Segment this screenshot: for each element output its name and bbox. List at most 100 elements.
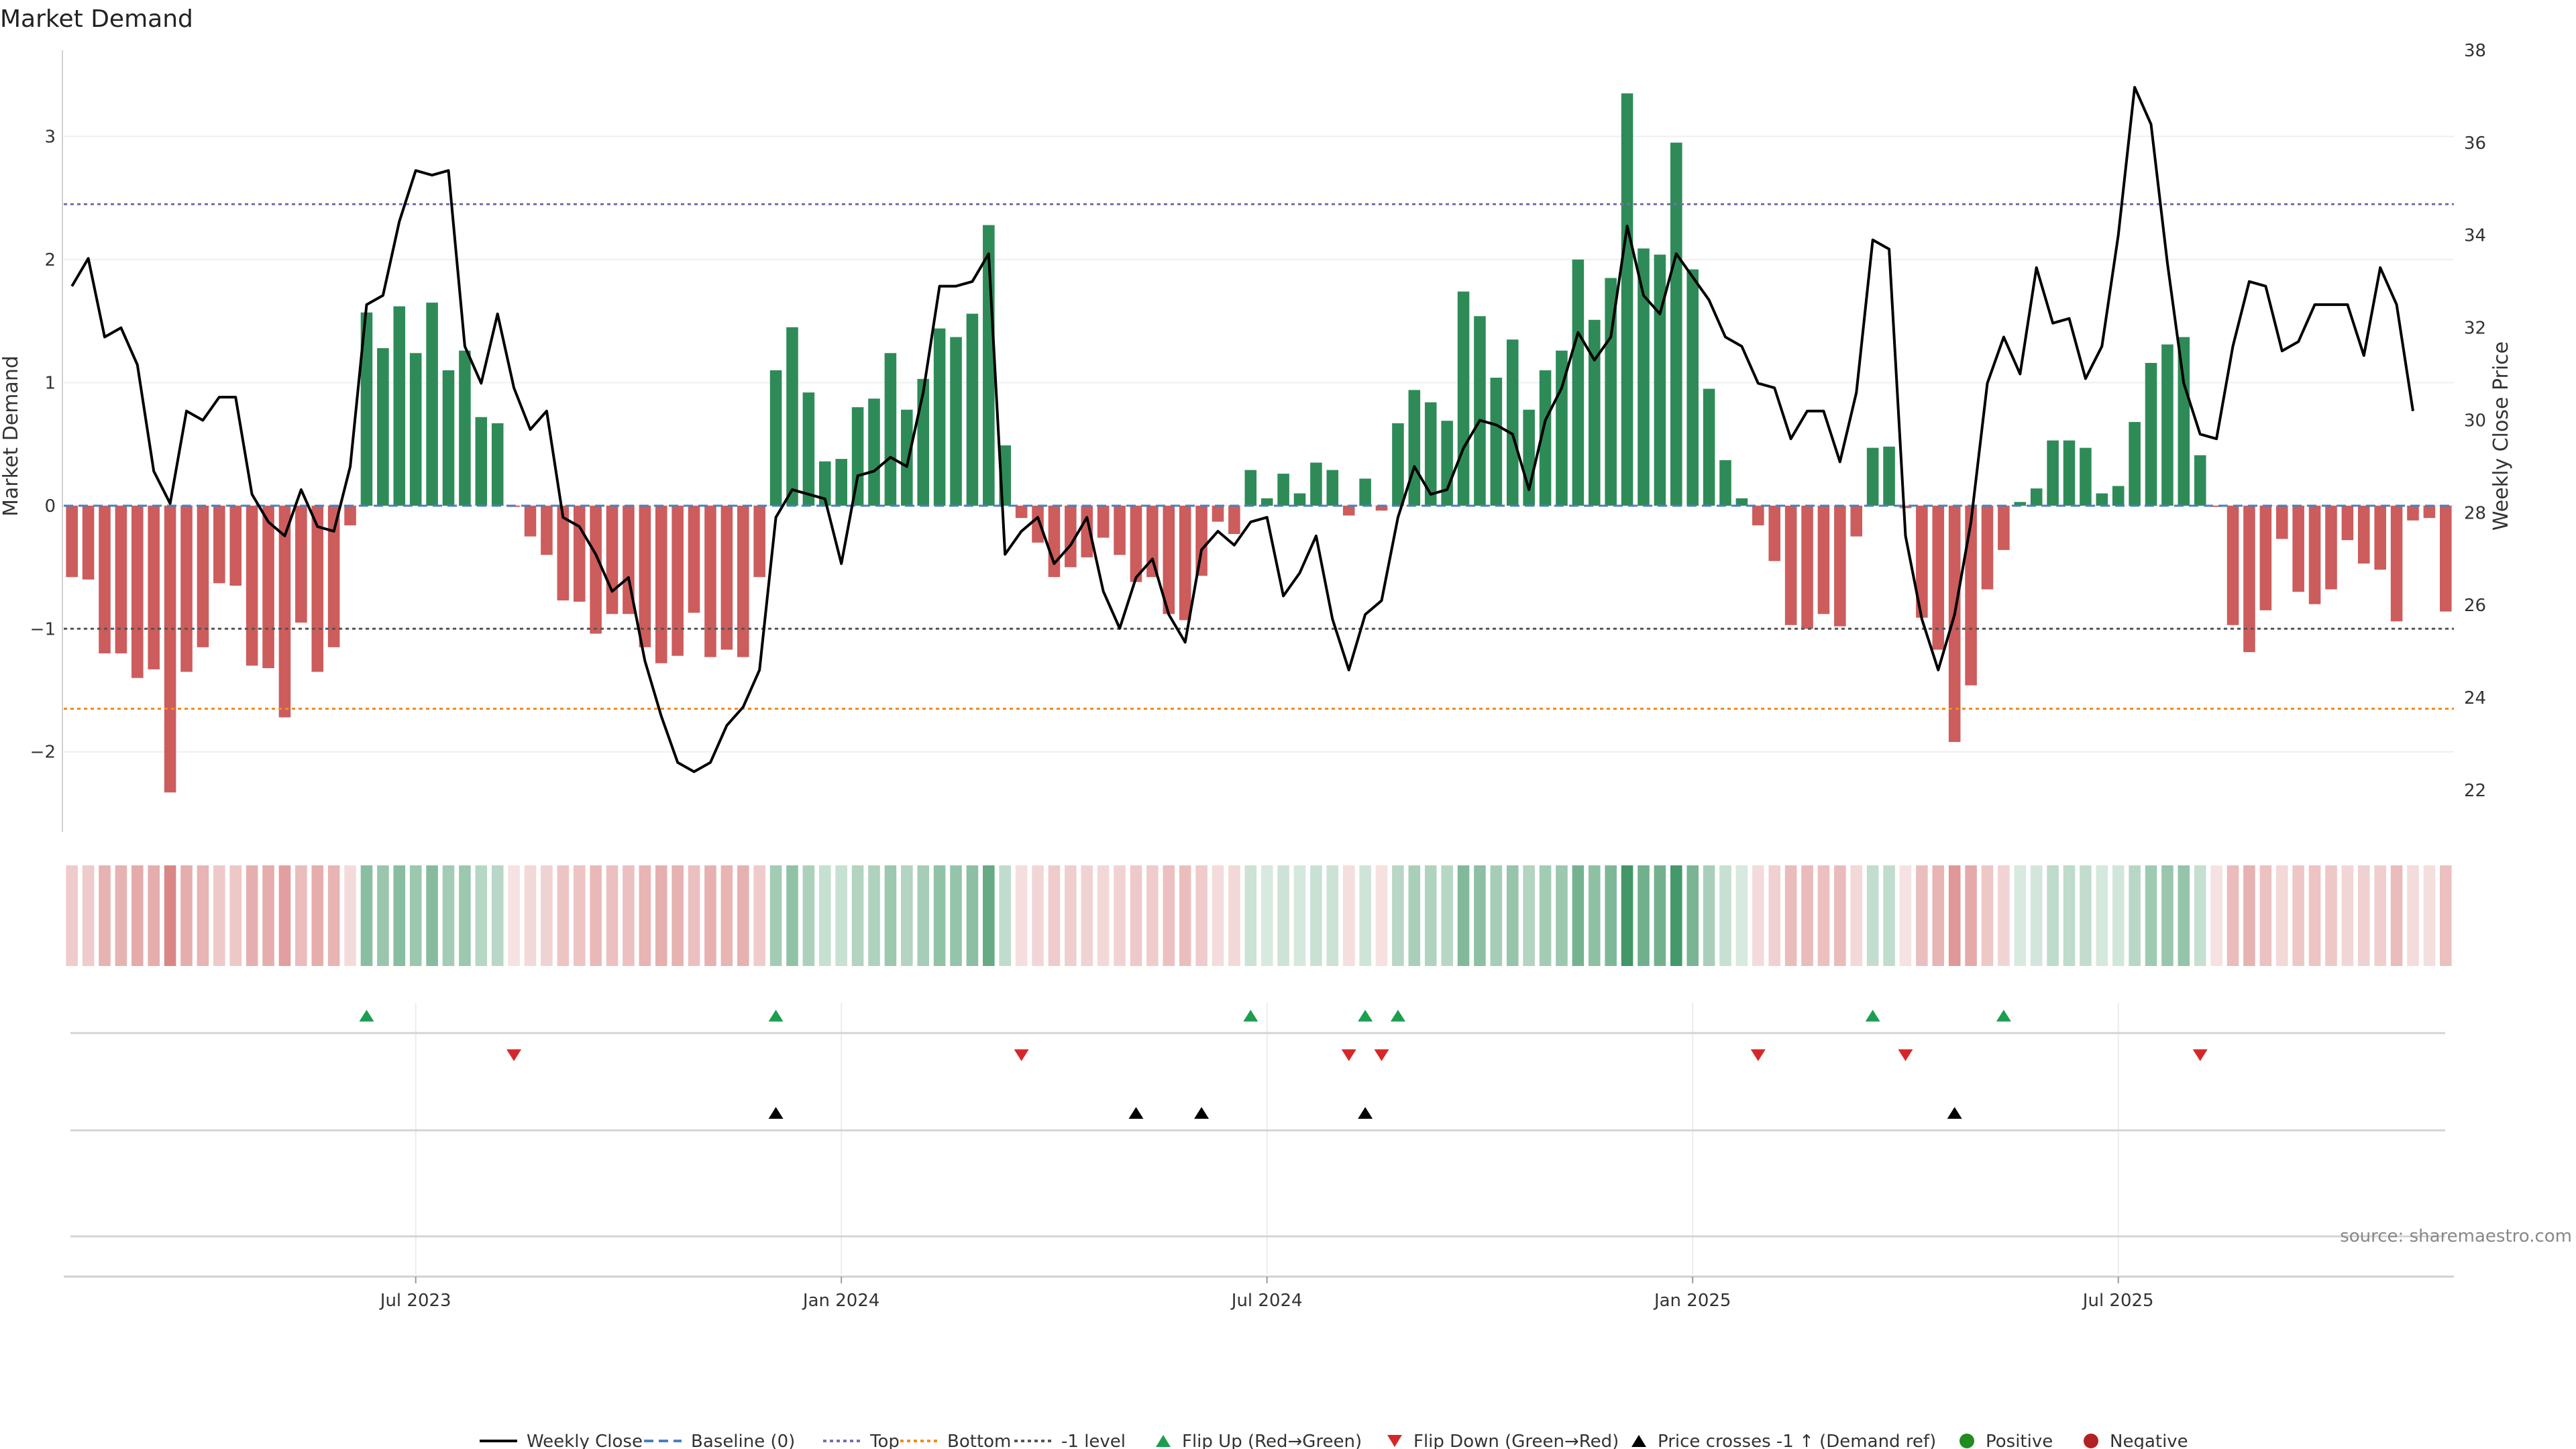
demand-bar (1359, 478, 1371, 506)
x-tick-label: Jul 2024 (1230, 1291, 1303, 1311)
demand-bar (148, 505, 160, 669)
demand-bar (1326, 470, 1339, 506)
heat-cell (786, 865, 798, 966)
heat-cell (1719, 865, 1731, 966)
demand-bar (180, 505, 193, 672)
heat-cell (1932, 865, 1945, 966)
demand-bar (1654, 254, 1666, 506)
heat-cell (1212, 865, 1224, 966)
heat-cell (131, 865, 144, 966)
demand-bar (1539, 370, 1552, 506)
heat-cell (819, 865, 831, 966)
demand-bar (1408, 390, 1421, 506)
flip-up-marker (1390, 1010, 1405, 1022)
heat-cell (1375, 865, 1388, 966)
heat-cell (2047, 865, 2059, 966)
legend-item-negative: Negative (2084, 1432, 2188, 1449)
heat-cell (933, 865, 946, 966)
heat-cell (1686, 865, 1699, 966)
heat-cell (1899, 865, 1912, 966)
heat-cell (475, 865, 488, 966)
grid-lines (64, 136, 2454, 753)
heat-cell (1146, 865, 1159, 966)
demand-bar (1146, 505, 1159, 578)
heat-cell (524, 865, 537, 966)
demand-bar (2440, 505, 2452, 612)
legend-swatch (1960, 1434, 1974, 1448)
heat-cell (393, 865, 406, 966)
heat-cell (1621, 865, 1633, 966)
legend-swatch (2084, 1434, 2098, 1448)
demand-bar (1457, 291, 1470, 506)
demand-bar (2080, 447, 2092, 506)
y2-tick-label: 28 (2464, 503, 2486, 523)
weekly-close-series (70, 86, 2414, 773)
demand-bar (655, 505, 667, 663)
demand-bar (164, 505, 176, 793)
demand-bar (2178, 337, 2190, 506)
demand-bar (327, 505, 340, 647)
price-cross-marker (1194, 1107, 1210, 1119)
legend-label: Positive (1986, 1432, 2053, 1449)
flip-down-marker (1374, 1049, 1389, 1061)
heat-cell (1441, 865, 1453, 966)
legend-swatch (1156, 1435, 1171, 1447)
heat-cell (1752, 865, 1764, 966)
demand-bar (1719, 460, 1731, 506)
heat-cell (1866, 865, 1879, 966)
demand-bar (1965, 505, 1977, 686)
heat-cell (2243, 865, 2255, 966)
heat-cell (442, 865, 455, 966)
heat-cell (1015, 865, 1028, 966)
demand-bar (1179, 505, 1191, 621)
demand-bar (2423, 505, 2436, 519)
y2-tick-label: 36 (2464, 133, 2486, 154)
legend-swatch (1631, 1435, 1646, 1447)
heat-cell (868, 865, 880, 966)
demand-bar (933, 328, 946, 506)
demand-bar (1834, 505, 1846, 627)
y2-tick-label: 38 (2464, 41, 2486, 61)
demand-bar (1703, 388, 1715, 506)
heat-cell (1523, 865, 1535, 966)
price-cross-marker (1947, 1107, 1962, 1119)
demand-bar (851, 407, 864, 506)
demand-bar (606, 505, 619, 614)
legend-label: Flip Down (Green→Red) (1413, 1432, 1619, 1449)
demand-bar (2308, 505, 2321, 604)
demand-bar (1638, 248, 1650, 506)
heat-cell (1474, 865, 1486, 966)
demand-bar (295, 505, 307, 623)
heat-cell (491, 865, 504, 966)
demand-bar (901, 409, 913, 506)
demand-bar (1784, 505, 1797, 625)
heat-cell (983, 865, 995, 966)
legend-label: Negative (2110, 1432, 2188, 1449)
demand-bar (426, 303, 438, 506)
heat-cell (1817, 865, 1830, 966)
demand-bar (1883, 446, 1895, 506)
demand-bar (1621, 93, 1633, 506)
demand-bar (2161, 344, 2174, 506)
demand-bar (1981, 505, 1994, 590)
demand-bar (2325, 505, 2337, 590)
heat-cell (148, 865, 160, 966)
heat-cell (688, 865, 700, 966)
heat-cell (1277, 865, 1289, 966)
demand-bar (311, 505, 324, 672)
heat-cell (213, 865, 225, 966)
legend: Weekly Close Baseline (0) Top Bottom -1 leve… (480, 1432, 2188, 1449)
heat-cell (753, 865, 765, 966)
y-tick-label: 0 (44, 496, 56, 517)
heat-cell (1114, 865, 1126, 966)
demand-bar (1605, 278, 1617, 506)
heat-cell (164, 865, 176, 966)
y-axis-label: Market Demand (0, 356, 23, 517)
heat-cell (884, 865, 897, 966)
flip-down-marker (506, 1049, 522, 1061)
demand-bar (688, 505, 700, 613)
heat-cell (1965, 865, 1977, 966)
demand-bar (99, 505, 111, 653)
demand-bar (1441, 421, 1453, 506)
legend-label: Weekly Close (527, 1432, 643, 1449)
